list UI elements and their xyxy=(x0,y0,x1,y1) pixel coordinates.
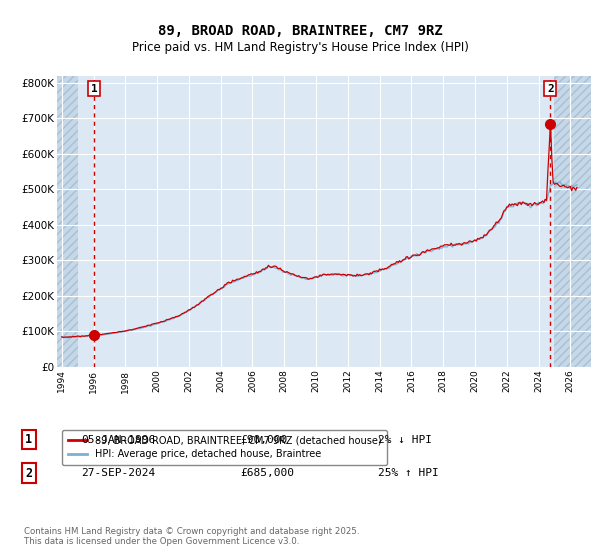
Text: Price paid vs. HM Land Registry's House Price Index (HPI): Price paid vs. HM Land Registry's House … xyxy=(131,41,469,54)
Text: 25% ↑ HPI: 25% ↑ HPI xyxy=(378,468,439,478)
Text: 2% ↓ HPI: 2% ↓ HPI xyxy=(378,435,432,445)
Text: 1: 1 xyxy=(91,83,97,94)
Text: 2: 2 xyxy=(25,466,32,480)
Bar xyxy=(57,76,77,367)
Text: 1: 1 xyxy=(25,433,32,446)
Text: £685,000: £685,000 xyxy=(240,468,294,478)
Text: 05-JAN-1996: 05-JAN-1996 xyxy=(81,435,155,445)
Text: Contains HM Land Registry data © Crown copyright and database right 2025.
This d: Contains HM Land Registry data © Crown c… xyxy=(24,526,359,546)
Text: 2: 2 xyxy=(547,83,554,94)
Bar xyxy=(554,76,591,367)
Legend: 89, BROAD ROAD, BRAINTREE, CM7 9RZ (detached house), HPI: Average price, detache: 89, BROAD ROAD, BRAINTREE, CM7 9RZ (deta… xyxy=(62,430,388,465)
Text: 89, BROAD ROAD, BRAINTREE, CM7 9RZ: 89, BROAD ROAD, BRAINTREE, CM7 9RZ xyxy=(158,24,442,38)
Text: £90,000: £90,000 xyxy=(240,435,287,445)
Text: 27-SEP-2024: 27-SEP-2024 xyxy=(81,468,155,478)
